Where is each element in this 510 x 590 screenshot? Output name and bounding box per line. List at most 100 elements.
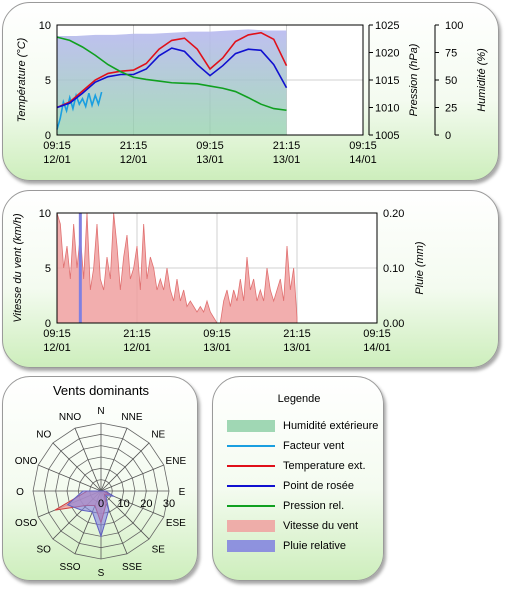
legend-swatch [227, 500, 275, 512]
rain-bar [78, 213, 82, 323]
legend-swatch [227, 460, 275, 472]
rose-spoke [38, 464, 102, 492]
wind-rain-chart-panel: 09:15 12/01 21:15 12/01 09:15 13/01 21:15 13/01… [2, 190, 499, 368]
rose-direction-label: S [98, 568, 105, 579]
dew_point-line [56, 47, 288, 109]
wind-speed-area [56, 212, 298, 324]
y-tick-label: 0 [45, 318, 51, 330]
legend-item: Pluie relative [227, 539, 346, 553]
y2-tick-label: 1015 [375, 75, 399, 87]
y3-tick-label: 50 [445, 75, 457, 87]
x-tick-label: 09:15 [196, 140, 224, 152]
y2-tick-label: 1010 [375, 103, 399, 115]
legend-item: Temperature ext. [227, 459, 366, 473]
x-tick-date: 13/01 [196, 154, 224, 166]
rose-direction-label: SSO [59, 562, 80, 573]
x-tick-label: 09:15 [349, 140, 377, 152]
rose-direction-label: O [16, 487, 24, 498]
x-tick-date: 12/01 [43, 154, 71, 166]
wind-rose-title: Vents dominants [52, 383, 150, 398]
rose-direction-label: E [179, 487, 186, 498]
x-tick-label: 09:15 [43, 140, 71, 152]
legend-item: Point de rosée [227, 479, 354, 493]
y2-tick-label: 1020 [375, 48, 399, 60]
y2-tick-label: 0.00 [383, 318, 404, 330]
x-tick-date: 13/01 [273, 154, 301, 166]
rose-direction-label: NNE [121, 412, 142, 423]
rose-direction-label: NO [36, 430, 51, 441]
legend-title: Legende [277, 393, 321, 405]
rose-direction-label: N [97, 406, 104, 417]
wind-rose-panel: Vents dominants N NNE NE ENE E ESE SE SSE S SSO SO… [2, 376, 198, 581]
y2-axis-title: Pression (hPa) [408, 43, 420, 116]
rose-direction-label: ESE [166, 518, 186, 529]
rose-direction-label: NNO [59, 412, 81, 423]
rose-radius-label: 0 [98, 498, 104, 510]
y-axis-title: Température (°C) [16, 37, 28, 122]
weather-chart-panel: 09:15 12/01 21:15 12/01 09:15 13/01 21:15 13/01… [2, 2, 499, 181]
plot-frame [56, 24, 364, 136]
x-tick-label: 09:15 [363, 328, 391, 340]
legend-label: Pression rel. [283, 500, 345, 512]
legend-item: Pression rel. [227, 499, 344, 513]
rose-direction-label: ONO [15, 456, 38, 467]
rose-direction-label: SE [152, 544, 166, 555]
y3-axis-title: Humidité (%) [476, 48, 488, 112]
legend-swatch [227, 520, 275, 532]
x-tick-label: 21:15 [283, 328, 311, 340]
x-tick-label: 21:15 [273, 140, 301, 152]
rose-direction-label: ENE [166, 456, 187, 467]
x-tick-date: 12/01 [120, 154, 148, 166]
y3-tick-label: 25 [445, 103, 457, 115]
rose-direction-label: SO [36, 544, 51, 555]
y-tick-label: 10 [39, 208, 51, 220]
legend-label: Facteur vent [283, 440, 345, 452]
rose-spoke [100, 490, 150, 540]
legend-swatch [227, 540, 275, 552]
legend-swatch [227, 420, 275, 432]
x-tick-date: 12/01 [43, 342, 71, 354]
x-tick-date: 14/01 [363, 342, 391, 354]
rose-spoke [100, 464, 164, 492]
temperature-line [56, 31, 288, 109]
rose-direction-label: NE [151, 430, 165, 441]
wind-rain-chart: 09:15 12/01 21:15 12/01 09:15 13/01 21:15 13/01… [12, 208, 426, 354]
x-tick-date: 12/01 [123, 342, 151, 354]
y-tick-label: 0 [45, 130, 51, 142]
rose-direction-label: OSO [15, 518, 37, 529]
temperature-pressure-humidity-chart: 09:15 12/01 21:15 12/01 09:15 13/01 21:15 13/01… [16, 20, 488, 166]
x-tick-date: 13/01 [283, 342, 311, 354]
y3-tick-label: 100 [445, 20, 463, 32]
legend-item: Humidité extérieure [227, 419, 378, 433]
legend-label: Temperature ext. [283, 460, 366, 472]
legend-item: Facteur vent [227, 439, 344, 453]
legend-label: Vitesse du vent [283, 520, 359, 532]
rose-spoke [100, 428, 128, 492]
y2-tick-label: 0.20 [383, 208, 404, 220]
rose-spoke [52, 442, 102, 492]
x-tick-label: 09:15 [203, 328, 231, 340]
x-tick-date: 13/01 [203, 342, 231, 354]
y3-tick-label: 75 [445, 48, 457, 60]
legend-swatch [227, 440, 275, 452]
plot-frame [56, 212, 378, 324]
rose-radius-label: 20 [140, 498, 152, 510]
legend-label: Pluie relative [283, 540, 346, 552]
y-axis-title: Vitesse du vent (km/h) [12, 213, 24, 323]
rose-spoke [100, 442, 150, 492]
legend-swatch [227, 480, 275, 492]
rose-direction-label: SSE [122, 562, 142, 573]
x-tick-label: 21:15 [120, 140, 148, 152]
legend-panel: Legende Humidité extérieure Facteur vent T… [212, 376, 384, 581]
x-tick-label: 09:15 [43, 328, 71, 340]
rose-spoke [74, 428, 102, 492]
legend-label: Point de rosée [283, 480, 354, 492]
y2-tick-label: 1005 [375, 130, 399, 142]
y-tick-label: 10 [39, 20, 51, 32]
y-tick-label: 5 [45, 263, 51, 275]
rose-radius-label: 30 [163, 498, 175, 510]
y3-tick-label: 0 [445, 130, 451, 142]
y2-tick-label: 1025 [375, 20, 399, 32]
pressure-line [56, 36, 287, 112]
x-tick-date: 14/01 [349, 154, 377, 166]
